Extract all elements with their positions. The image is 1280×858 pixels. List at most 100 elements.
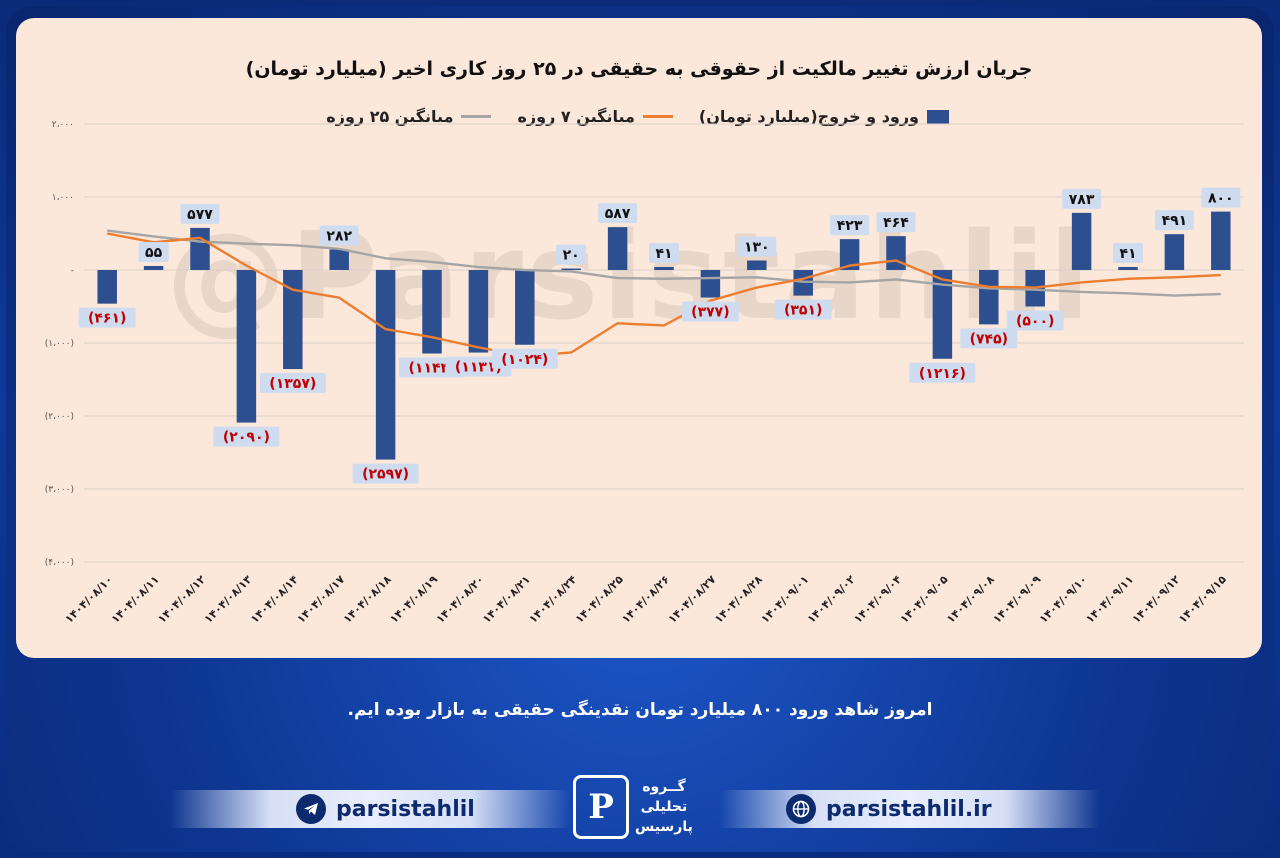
legend-item-ma7: میانگین ۷ روزه	[517, 107, 673, 126]
data-label: (۲۰۹۰)	[223, 430, 270, 446]
data-label: ۷۸۳	[1069, 192, 1095, 208]
legend-swatch-ma7	[642, 115, 673, 118]
data-label: ۲۸۲	[326, 228, 352, 244]
bar	[468, 270, 489, 353]
brand-line-3: پارسیس	[635, 819, 693, 835]
x-tick-label: ۱۴۰۴/۰۸/۱۴	[248, 573, 301, 626]
legend-label-flow: ورود و خروج(میلیارد تومان)	[698, 107, 919, 126]
data-label: (۱۱۴۴)	[409, 361, 456, 377]
y-tick-label: -	[71, 266, 74, 276]
y-tick-label: (۱،۰۰۰)	[45, 339, 74, 349]
x-tick-label: ۱۴۰۴/۰۸/۲۷	[666, 573, 719, 626]
data-label: ۵۸۷	[605, 206, 631, 222]
x-tick-label: ۱۴۰۴/۰۸/۲۵	[573, 573, 626, 626]
bar	[654, 267, 674, 270]
x-tick-label: ۱۴۰۴/۰۹/۰۲	[805, 573, 858, 626]
telegram-link[interactable]: parsistahlil	[296, 794, 475, 824]
data-label: ۵۷۷	[187, 207, 213, 223]
x-tick-label: ۱۴۰۴/۰۸/۲۸	[712, 573, 765, 626]
data-label: ۸۰۰	[1208, 191, 1234, 207]
data-label: ۴۹۱	[1162, 213, 1188, 229]
bar	[839, 239, 860, 270]
data-label-box	[138, 241, 169, 262]
x-tick-label: ۱۴۰۴/۰۸/۲۱	[480, 573, 533, 626]
x-tick-label: ۱۴۰۴/۰۹/۰۹	[990, 573, 1043, 626]
x-tick-label: ۱۴۰۴/۰۸/۱۱	[109, 573, 162, 626]
data-label: (۳۵۱)	[784, 303, 822, 319]
x-tick-label: ۱۴۰۴/۰۹/۰۴	[851, 573, 904, 626]
x-tick-label: ۱۴۰۴/۰۹/۰۸	[944, 573, 997, 626]
x-tick-label: ۱۴۰۴/۰۹/۱۲	[1130, 573, 1183, 626]
data-label: ۱۳۰	[744, 240, 770, 256]
globe-icon	[786, 794, 816, 824]
bar	[886, 236, 906, 270]
x-tick-label: ۱۴۰۴/۰۸/۲۶	[619, 573, 672, 626]
data-label: (۱۱۳۱)	[455, 360, 502, 376]
x-tick-label: ۱۴۰۴/۰۹/۰۱	[758, 573, 811, 626]
data-label: ۵۵	[145, 245, 163, 261]
data-label-box	[960, 328, 1018, 349]
bar	[700, 270, 721, 298]
x-tick-label: ۱۴۰۴/۰۸/۱۳	[202, 573, 255, 626]
data-label-box	[180, 203, 220, 224]
chart-title: جریان ارزش تغییر مالکیت از حقوقی به حقیق…	[245, 58, 1033, 80]
bar	[375, 270, 396, 460]
data-label-box	[319, 225, 359, 246]
data-label: ۴۱	[655, 246, 672, 262]
data-label-box	[491, 348, 558, 369]
data-label-box	[213, 426, 280, 447]
y-tick-label: ۱،۰۰۰	[52, 193, 74, 203]
chart-legend: ورود و خروج(میلیارد تومان) میانگین ۷ روز…	[326, 107, 949, 126]
data-label: ۲۰	[563, 248, 580, 264]
x-tick-label: ۱۴۰۴/۰۹/۱۵	[1176, 573, 1229, 626]
telegram-icon	[296, 794, 326, 824]
y-tick-label: ۲،۰۰۰	[52, 120, 74, 130]
legend-swatch-bar	[927, 109, 949, 124]
bar	[236, 270, 257, 423]
data-label-box	[1154, 210, 1194, 231]
data-label: (۴۶۱)	[88, 311, 126, 327]
bar	[190, 227, 210, 270]
bar	[1211, 211, 1231, 270]
data-label-box	[598, 203, 638, 224]
data-label-box	[774, 299, 832, 320]
data-label-box	[830, 215, 870, 236]
x-tick-label: ۱۴۰۴/۰۸/۲۰	[434, 573, 487, 626]
brand-logo-mark: P	[573, 775, 629, 839]
legend-item-flow: ورود و خروج(میلیارد تومان)	[699, 107, 949, 126]
bar	[143, 265, 164, 270]
x-tick-label: ۱۴۰۴/۰۹/۱۰	[1037, 573, 1090, 626]
brand-logo: P گــروه تحلیلی پارسیس	[573, 772, 713, 842]
data-label: ۴۶۴	[883, 215, 909, 231]
telegram-handle: parsistahlil	[336, 796, 475, 822]
data-label: (۱۲۱۶)	[919, 366, 966, 382]
bar	[561, 268, 581, 270]
data-label: (۵۰۰)	[1016, 314, 1054, 330]
footer-band-left	[170, 790, 570, 828]
y-tick-label: (۴،۰۰۰)	[45, 558, 74, 568]
bar	[1118, 267, 1138, 270]
data-label-box	[1006, 310, 1064, 331]
website-link[interactable]: parsistahlil.ir	[786, 794, 992, 824]
footer-band-right	[720, 790, 1100, 828]
data-label-box	[1062, 188, 1102, 209]
x-tick-label: ۱۴۰۴/۰۸/۲۴	[526, 573, 579, 626]
bar	[747, 260, 767, 270]
legend-label-ma25: میانگین ۲۵ روزه	[326, 107, 454, 126]
x-tick-label: ۱۴۰۴/۰۸/۱۹	[387, 573, 440, 626]
data-label-box	[909, 362, 976, 383]
bar	[97, 270, 117, 304]
data-label-box	[681, 301, 739, 322]
bar	[932, 270, 953, 359]
series-line-ma7	[106, 232, 1221, 358]
data-label-box	[556, 244, 587, 265]
bar	[329, 249, 349, 270]
y-tick-label: (۳،۰۰۰)	[45, 485, 74, 495]
data-label: ۴۲۳	[837, 218, 863, 234]
data-label-box	[1201, 187, 1241, 208]
x-tick-label: ۱۴۰۴/۰۸/۱۸	[341, 573, 394, 626]
brand-line-2: تحلیلی	[640, 799, 688, 815]
brand-line-1: گــروه	[642, 779, 686, 795]
data-label-box	[1113, 243, 1143, 264]
x-tick-label: ۱۴۰۴/۰۹/۰۵	[898, 573, 951, 626]
